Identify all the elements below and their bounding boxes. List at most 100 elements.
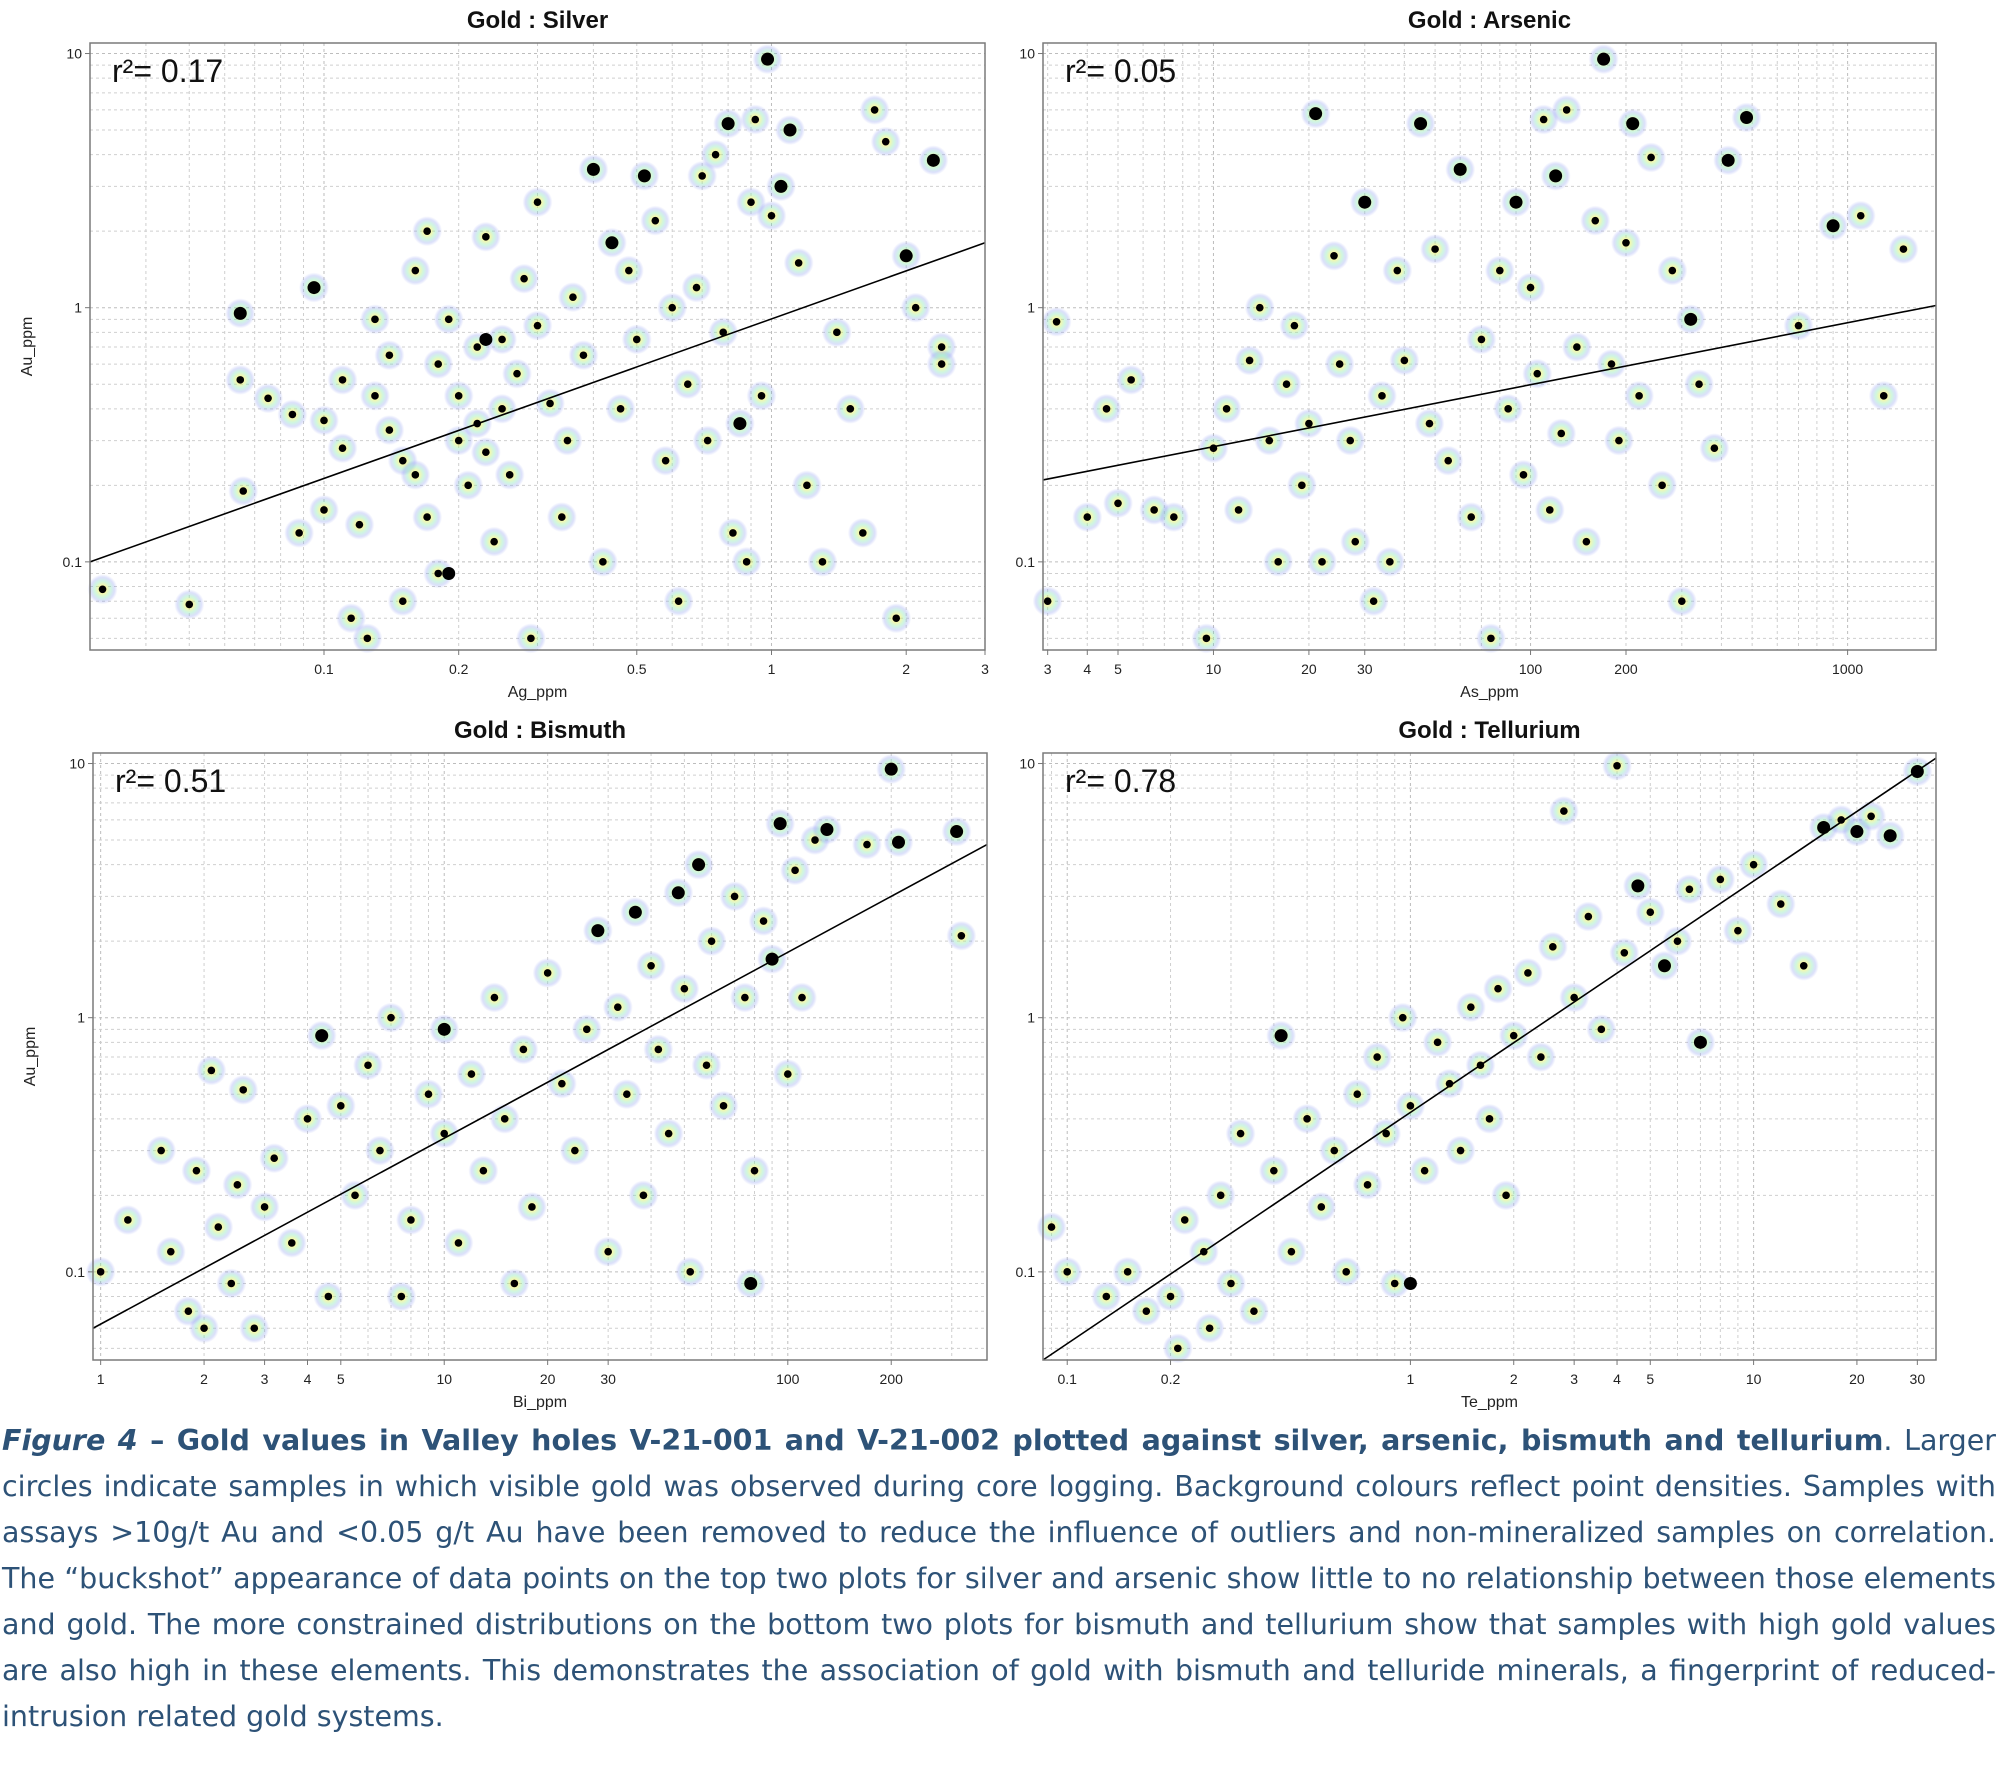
visible-gold-point — [733, 417, 747, 431]
visible-gold-point — [1309, 107, 1323, 121]
data-point — [741, 993, 749, 1002]
x-tick-label: 1 — [768, 661, 776, 677]
data-point — [473, 343, 482, 351]
data-point — [185, 600, 194, 609]
visible-gold-point — [1631, 879, 1645, 893]
x-axis-label: Ag_ppm — [508, 684, 568, 701]
data-point — [1351, 537, 1360, 546]
y-tick-label: 10 — [66, 46, 82, 62]
grid — [1043, 43, 1936, 650]
data-point — [692, 283, 701, 292]
x-tick-label: 20 — [1849, 1371, 1865, 1387]
data-point — [364, 1061, 372, 1070]
data-point — [1174, 1344, 1182, 1353]
data-point — [569, 293, 577, 301]
data-point — [239, 487, 248, 495]
data-point — [1526, 283, 1535, 292]
data-point — [543, 969, 552, 977]
data-point — [1477, 335, 1486, 344]
chart-title: Gold : Arsenic — [1408, 7, 1571, 34]
x-tick-label: 4 — [304, 1371, 312, 1387]
data-point — [747, 198, 755, 207]
x-axis-label: Te_ppm — [1461, 1394, 1518, 1410]
visible-gold-point — [926, 153, 940, 167]
x-tick-label: 10 — [1206, 661, 1222, 677]
data-point — [1622, 239, 1630, 247]
visible-gold-point — [591, 924, 605, 938]
data-point — [454, 392, 463, 400]
data-point — [207, 1066, 216, 1075]
y-tick-label: 0.1 — [1016, 1264, 1036, 1280]
data-point — [1390, 1279, 1399, 1288]
data-point — [1180, 1216, 1189, 1224]
data-point — [96, 1268, 105, 1276]
data-point — [1265, 436, 1274, 445]
visible-gold-point — [1684, 312, 1698, 326]
data-point — [270, 1154, 279, 1163]
data-point — [1398, 1013, 1407, 1022]
data-point — [1445, 1079, 1454, 1088]
visible-gold-point — [1693, 1035, 1707, 1049]
x-tick-label: 200 — [1614, 661, 1638, 677]
data-point — [371, 315, 379, 324]
data-point — [846, 405, 855, 413]
x-tick-label: 10 — [1746, 1371, 1762, 1387]
data-point — [1615, 436, 1623, 445]
figure-label: Figure 4 — [2, 1424, 138, 1457]
data-point — [527, 634, 535, 643]
data-point — [863, 840, 871, 849]
visible-gold-point — [637, 169, 651, 183]
data-point — [870, 106, 879, 114]
data-point — [1539, 115, 1548, 124]
data-point — [510, 1279, 519, 1288]
data-point — [1282, 380, 1291, 389]
visible-gold-point — [1817, 821, 1831, 835]
x-tick-label: 5 — [1646, 1371, 1654, 1387]
y-tick-label: 0.1 — [63, 554, 83, 570]
data-point — [1856, 211, 1865, 220]
data-point — [1502, 1191, 1510, 1200]
data-point — [1234, 506, 1243, 514]
data-point — [1420, 1166, 1429, 1175]
data-point — [423, 227, 431, 235]
data-point — [1584, 912, 1593, 921]
data-point — [233, 1181, 242, 1189]
y-tick-label: 0.1 — [66, 1264, 86, 1280]
data-point — [1533, 369, 1542, 378]
x-tick-label: 1 — [1407, 1371, 1415, 1387]
data-point — [288, 410, 297, 419]
scatter-plot-4: Gold : Tellurium 0.1 0.2 1 2 3 4 5 10 20 30 10 1 0.1 T… — [1016, 717, 1937, 1410]
data-point — [398, 456, 407, 465]
r-squared-annotation: r²= 0.51 — [115, 763, 226, 799]
data-point — [1102, 1292, 1111, 1301]
x-tick-label: 5 — [1114, 661, 1122, 677]
data-point — [490, 537, 498, 546]
data-point — [519, 1045, 528, 1054]
plot-area — [93, 753, 987, 1360]
data-point — [742, 558, 751, 566]
visible-gold-point — [442, 566, 456, 580]
scatter-plot-2: Gold : Arsenic 3 4 5 10 20 30 100 200 1000 10 1 0.1 A… — [1016, 7, 1937, 701]
data-point — [287, 1239, 296, 1247]
visible-gold-point — [605, 236, 619, 250]
data-point — [751, 115, 760, 124]
data-point — [680, 984, 689, 993]
visible-gold-point — [1850, 825, 1864, 839]
data-point — [711, 150, 720, 159]
data-point — [1476, 1061, 1485, 1070]
data-point — [440, 1129, 449, 1138]
x-tick-label: 0.2 — [449, 661, 469, 677]
data-point — [376, 1146, 384, 1155]
data-point — [818, 558, 827, 566]
data-point — [1433, 1038, 1442, 1047]
data-point — [1668, 266, 1677, 275]
data-point — [1658, 481, 1666, 490]
data-point — [1335, 360, 1344, 368]
data-point — [1899, 245, 1908, 253]
data-point — [1353, 1090, 1362, 1099]
data-point — [623, 1090, 631, 1099]
visible-gold-point — [437, 1022, 451, 1036]
data-point — [1255, 303, 1264, 312]
data-point — [1557, 429, 1566, 438]
data-point — [1537, 1053, 1545, 1061]
